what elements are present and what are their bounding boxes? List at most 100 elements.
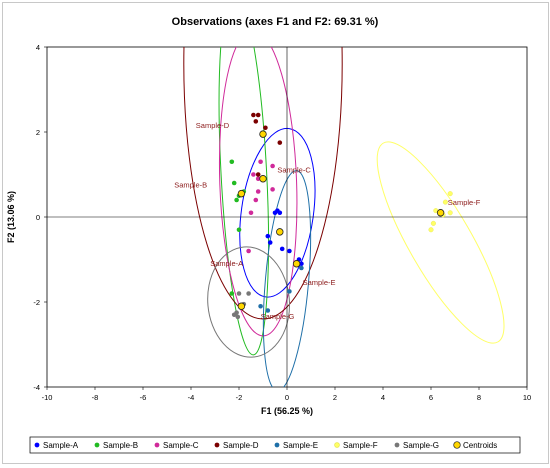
point-sample-a <box>277 210 283 216</box>
point-sample-d <box>263 125 268 131</box>
point-sample-c <box>270 163 275 169</box>
x-tick-label: -8 <box>92 393 99 402</box>
y-axis-label: F2 (13.06 %) <box>6 191 16 243</box>
x-tick-label: 8 <box>477 393 481 402</box>
y-tick-label: 2 <box>36 128 40 137</box>
y-tick-label: -4 <box>33 383 40 392</box>
x-tick-label: 6 <box>429 393 433 402</box>
point-sample-a <box>279 246 285 252</box>
point-label: Sample-G <box>261 312 295 321</box>
legend-marker-sample-d <box>214 442 220 448</box>
point-sample-b <box>234 197 239 203</box>
legend-label-centroids: Centroids <box>463 441 497 450</box>
point-sample-b <box>231 180 237 186</box>
legend-label-sample-a: Sample-A <box>43 441 79 450</box>
legend-marker-centroids <box>453 441 461 449</box>
legend-label-sample-c: Sample-C <box>163 441 199 450</box>
chart-title: Observations (axes F1 and F2: 69.31 %) <box>172 16 379 28</box>
ellipse-sample-d <box>183 47 343 320</box>
centroid-point <box>276 228 284 236</box>
ellipse-sample-g <box>207 246 291 358</box>
point-sample-g <box>246 291 251 296</box>
legend-marker-sample-e <box>274 442 280 448</box>
point-sample-b <box>229 159 235 165</box>
y-tick-label: 4 <box>36 43 40 52</box>
centroid-point <box>292 260 301 268</box>
point-sample-d <box>253 119 259 124</box>
x-tick-label: -6 <box>140 393 147 402</box>
legend-marker-sample-g <box>394 442 400 448</box>
point-sample-f <box>430 220 436 226</box>
x-tick-label: 10 <box>523 393 531 402</box>
point-labels: Sample-D Sample-B Sample-C Sample-A Sample-E… <box>174 121 481 321</box>
point-sample-f <box>447 191 453 197</box>
point-sample-f <box>447 210 453 216</box>
x-tick-label: 2 <box>333 393 337 402</box>
point-sample-g <box>234 310 239 315</box>
ellipse-sample-e <box>262 170 312 387</box>
point-sample-e <box>299 265 304 271</box>
point-sample-c <box>258 159 263 165</box>
legend: Sample-A Sample-B Sample-C Sample-D Sample-E… <box>29 436 521 454</box>
point-sample-g <box>236 291 242 296</box>
point-sample-c <box>270 187 275 192</box>
centroid-point <box>237 189 246 198</box>
point-sample-e <box>265 308 271 313</box>
point-label: Sample-C <box>277 165 311 174</box>
legend-label-sample-b: Sample-B <box>103 441 138 450</box>
centroid-point <box>259 130 267 138</box>
centroid-point <box>436 209 445 217</box>
legend-marker-sample-a <box>34 442 40 448</box>
point-sample-b <box>236 227 242 233</box>
legend-marker-sample-b <box>94 442 100 448</box>
centroid-point <box>237 302 246 310</box>
y-tick-label: -2 <box>33 298 40 307</box>
x-tick-label: 4 <box>381 393 385 402</box>
legend-label-sample-f: Sample-F <box>343 441 378 450</box>
point-label: Sample-B <box>174 180 207 189</box>
point-sample-a <box>287 248 292 254</box>
point-sample-a <box>267 240 273 245</box>
point-sample-c <box>253 197 259 203</box>
point-sample-d <box>255 112 261 118</box>
point-sample-a <box>265 233 271 239</box>
point-label: Sample-A <box>210 259 243 268</box>
y-tick-label: 0 <box>36 213 40 222</box>
data-points <box>229 112 453 320</box>
legend-label-sample-g: Sample-G <box>403 441 439 450</box>
legend-label-sample-d: Sample-D <box>223 441 259 450</box>
point-label: Sample-F <box>448 198 481 207</box>
point-sample-c <box>246 248 251 254</box>
x-axis-label: F1 (56.25 %) <box>261 406 313 416</box>
point-sample-c <box>255 189 261 194</box>
point-sample-a <box>299 261 304 267</box>
point-sample-f <box>442 199 448 205</box>
point-sample-c <box>248 210 254 216</box>
point-sample-g <box>235 314 241 320</box>
x-tick-label: -4 <box>188 393 195 402</box>
point-sample-d <box>277 140 283 145</box>
centroid-point <box>259 175 267 183</box>
legend-marker-sample-c <box>154 442 160 448</box>
point-sample-b <box>229 291 235 296</box>
x-tick-label: -10 <box>42 393 53 402</box>
point-sample-c <box>251 172 256 177</box>
point-sample-d <box>251 112 256 118</box>
ellipse-sample-b <box>218 47 269 356</box>
point-sample-d <box>255 172 261 177</box>
ellipse-sample-f <box>376 141 505 344</box>
legend-marker-sample-f <box>334 442 340 448</box>
confidence-ellipses <box>183 47 505 387</box>
point-label: Sample-D <box>196 121 230 130</box>
ellipse-sample-a <box>239 127 316 298</box>
point-sample-e <box>258 303 263 309</box>
x-tick-label: 0 <box>285 393 289 402</box>
legend-label-sample-e: Sample-E <box>283 441 318 450</box>
point-sample-e <box>287 289 292 294</box>
axes: -10 -8 -6 -4 -2 0 2 4 6 8 10 -4 -2 0 2 4 <box>33 43 531 402</box>
point-label: Sample-E <box>303 278 336 287</box>
point-sample-c <box>255 176 261 182</box>
x-tick-label: -2 <box>236 393 243 402</box>
point-sample-f <box>428 227 434 233</box>
